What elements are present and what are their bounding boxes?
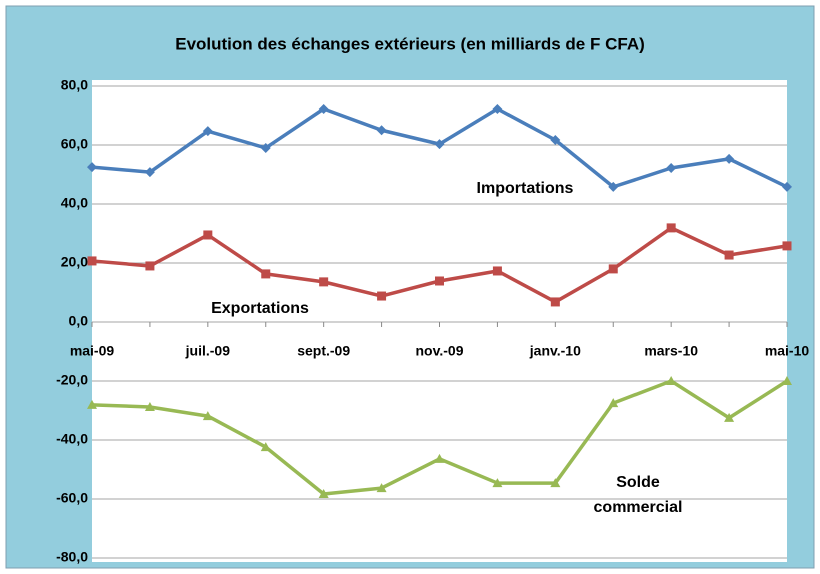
marker xyxy=(608,181,619,192)
y-tick-label: 60,0 xyxy=(61,136,88,152)
x-tick-label: mai-10 xyxy=(765,343,810,359)
marker xyxy=(550,478,561,488)
marker xyxy=(550,134,561,145)
marker xyxy=(782,241,792,251)
marker xyxy=(782,181,792,192)
chart-title: Evolution des échanges extérieurs (en mi… xyxy=(175,34,645,53)
marker xyxy=(319,277,329,287)
marker xyxy=(145,261,155,271)
x-tick-label: nov.-09 xyxy=(416,343,464,359)
marker xyxy=(87,399,97,409)
marker xyxy=(144,401,155,411)
marker xyxy=(376,483,387,493)
marker xyxy=(608,264,618,274)
marker xyxy=(434,139,445,150)
marker xyxy=(377,291,387,301)
marker xyxy=(666,376,677,385)
marker xyxy=(261,269,271,279)
marker xyxy=(202,126,213,137)
marker xyxy=(260,142,271,153)
plot-area xyxy=(92,80,787,562)
x-tick-label: juil.-09 xyxy=(185,343,231,359)
marker xyxy=(666,163,677,174)
x-tick-label: mai-09 xyxy=(70,343,115,359)
series-label: Exportations xyxy=(211,300,309,317)
y-tick-label: 20,0 xyxy=(61,254,88,270)
marker xyxy=(492,266,502,276)
marker xyxy=(724,412,735,422)
marker xyxy=(318,488,329,498)
y-tick-label: -60,0 xyxy=(56,490,88,506)
marker xyxy=(492,478,503,488)
y-tick-label: -80,0 xyxy=(56,549,88,565)
marker xyxy=(435,276,444,286)
marker xyxy=(434,453,445,463)
y-tick-label: -40,0 xyxy=(56,431,88,447)
marker xyxy=(724,250,734,260)
x-tick-label: mars-10 xyxy=(644,343,698,359)
x-tick-label: sept.-09 xyxy=(297,343,350,359)
marker xyxy=(87,162,97,173)
series-label: Importations xyxy=(476,180,574,197)
marker xyxy=(492,104,503,115)
marker xyxy=(376,125,387,136)
marker xyxy=(203,230,213,240)
marker xyxy=(724,153,735,164)
marker xyxy=(318,104,329,115)
y-tick-label: 80,0 xyxy=(61,77,88,93)
marker xyxy=(260,442,271,452)
marker xyxy=(608,398,619,408)
marker xyxy=(87,256,97,266)
series-label: Solde commercial xyxy=(593,474,683,516)
marker xyxy=(550,297,560,307)
marker xyxy=(202,411,213,421)
marker xyxy=(666,223,676,233)
marker xyxy=(144,167,155,178)
y-tick-label: 0,0 xyxy=(69,313,89,329)
marker xyxy=(782,376,792,385)
y-tick-label: 40,0 xyxy=(61,195,88,211)
x-tick-label: janv.-10 xyxy=(529,343,581,359)
y-tick-label: -20,0 xyxy=(56,372,88,388)
